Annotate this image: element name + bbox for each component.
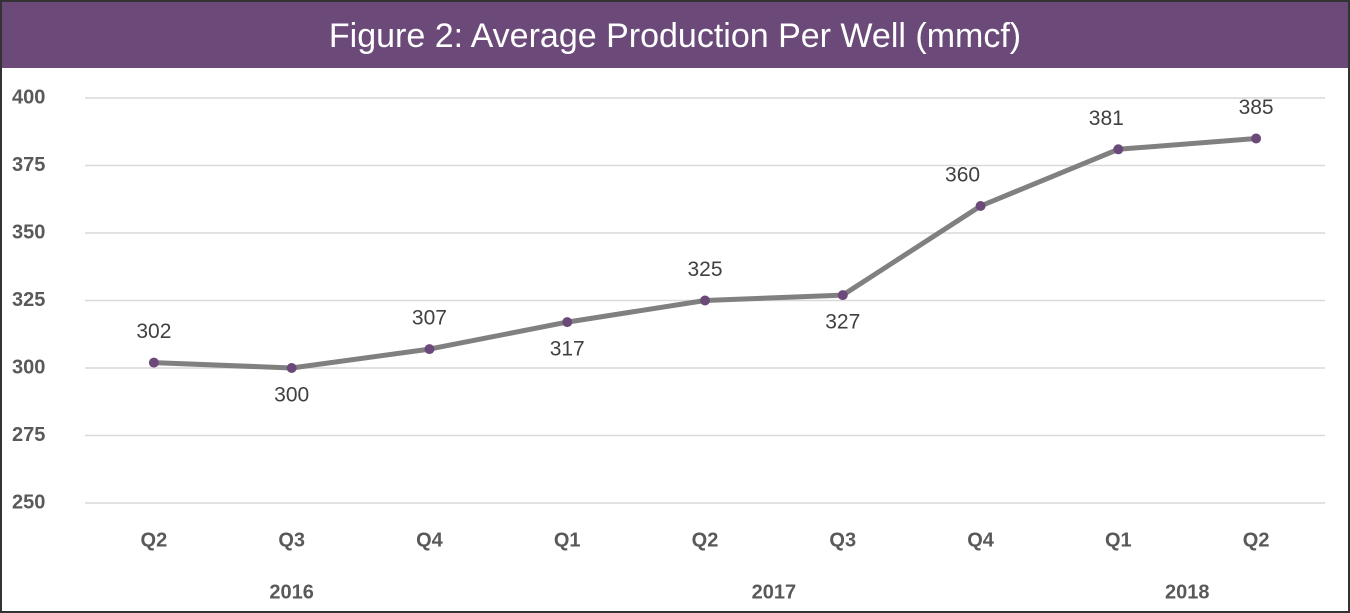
data-label: 360: [945, 164, 980, 187]
y-tick-label: 300: [12, 356, 45, 378]
y-tick-label: 325: [12, 289, 45, 311]
y-tick-label: 275: [12, 424, 45, 446]
marker: [562, 317, 573, 328]
y-tick-label: 350: [12, 221, 45, 243]
title-banner: [0, 0, 1350, 68]
marker: [975, 201, 986, 211]
marker: [700, 295, 710, 306]
x-tick-label: Q2: [1243, 529, 1270, 551]
x-group-label: 2017: [752, 581, 797, 603]
marker: [837, 290, 848, 301]
x-tick-label: Q2: [692, 529, 719, 551]
marker: [424, 344, 435, 355]
data-label: 300: [274, 384, 309, 407]
marker: [1113, 144, 1124, 155]
data-label: 325: [687, 258, 722, 281]
y-tick-label: 375: [12, 154, 45, 176]
data-label: 317: [550, 338, 585, 361]
data-label: 381: [1089, 107, 1124, 130]
x-tick-label: Q4: [416, 529, 444, 551]
y-tick-label: 400: [12, 86, 45, 108]
marker: [1251, 133, 1262, 144]
data-label: 327: [825, 311, 860, 334]
x-tick-label: Q1: [1105, 529, 1132, 551]
data-label: 307: [412, 307, 447, 330]
marker: [286, 363, 297, 373]
x-tick-label: Q1: [554, 529, 581, 551]
data-label: 385: [1239, 96, 1274, 119]
data-label: 302: [136, 320, 171, 343]
x-group-label: 2018: [1165, 581, 1210, 603]
y-tick-label: 250: [12, 491, 45, 513]
chart-title: Figure 2: Average Production Per Well (m…: [329, 17, 1021, 55]
x-tick-label: Q4: [967, 529, 995, 551]
x-tick-label: Q3: [829, 529, 856, 551]
x-group-label: 2016: [269, 581, 314, 603]
x-tick-label: Q2: [141, 529, 168, 551]
line: [153, 136, 1257, 371]
marker: [148, 357, 159, 368]
x-tick-label: Q3: [278, 529, 305, 551]
